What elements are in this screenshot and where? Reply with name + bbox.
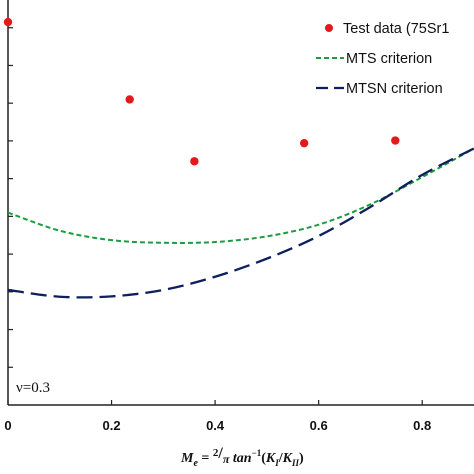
- x-tick-label: 0: [4, 418, 11, 433]
- series-line-mts-criterion: [7, 147, 474, 244]
- xlabel-k1: K: [265, 451, 277, 466]
- series-layer: [3, 17, 474, 299]
- xlabel-den: π: [223, 452, 230, 466]
- legend: Test data (75Sr1 MTS criterion MTSN crit…: [316, 21, 449, 97]
- xlabel-eq: =: [198, 451, 213, 466]
- data-point: [3, 17, 13, 27]
- xlabel-paren-close: ): [299, 451, 304, 466]
- series-line-mtsn-criterion: [7, 147, 474, 299]
- legend-label-test-data: Test data (75Sr1: [343, 21, 449, 37]
- xlabel-slash: /: [217, 445, 223, 462]
- x-tick-label: 0.4: [206, 418, 225, 433]
- x-tick-label: 0.8: [413, 418, 431, 433]
- data-point: [190, 157, 199, 166]
- xlabel-sub: e: [193, 458, 198, 469]
- data-point: [391, 136, 400, 145]
- x-tick-label: 0.6: [310, 418, 328, 433]
- xlabel-main: M: [180, 451, 194, 466]
- x-tick-label: 0.2: [103, 418, 121, 433]
- x-axis-label: Me = 2/π tan−1(KI/KII): [180, 445, 304, 469]
- data-point: [299, 138, 309, 148]
- xlabel-fn: tan: [229, 451, 251, 466]
- xlabel-paren-open: (: [261, 451, 266, 466]
- xlabel-num: 2: [213, 447, 219, 459]
- poisson-ratio-annotation: ν=0.3: [16, 380, 50, 396]
- legend-label-mtsn: MTSN criterion: [346, 81, 443, 97]
- axes: [7, 0, 474, 406]
- xlabel-k2-sub: II: [291, 458, 300, 468]
- legend-label-mts: MTS criterion: [346, 51, 432, 67]
- data-point: [125, 95, 134, 104]
- ticks: 0 0.2 0.4 0.6 0.8: [4, 27, 431, 433]
- legend-marker-test-data: [325, 24, 333, 32]
- xlabel-sup: −1: [252, 448, 262, 458]
- xlabel-div: /: [278, 451, 284, 466]
- xlabel-k2: K: [282, 451, 294, 466]
- xlabel-k1-sub: I: [274, 458, 279, 468]
